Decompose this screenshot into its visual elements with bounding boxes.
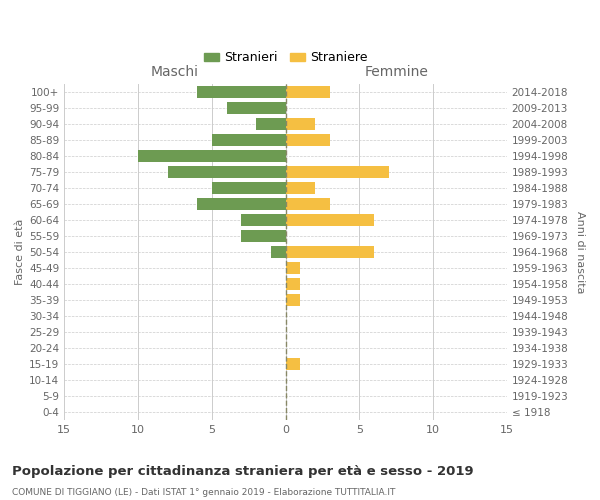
Bar xyxy=(197,198,286,210)
Bar xyxy=(197,86,286,98)
Bar xyxy=(227,102,286,114)
Bar xyxy=(212,182,286,194)
Bar xyxy=(286,118,315,130)
Bar xyxy=(212,134,286,146)
Bar xyxy=(286,246,374,258)
Bar xyxy=(286,214,374,226)
Bar xyxy=(271,246,286,258)
Bar xyxy=(286,278,300,290)
Legend: Stranieri, Straniere: Stranieri, Straniere xyxy=(199,46,372,70)
Text: COMUNE DI TIGGIANO (LE) - Dati ISTAT 1° gennaio 2019 - Elaborazione TUTTITALIA.I: COMUNE DI TIGGIANO (LE) - Dati ISTAT 1° … xyxy=(12,488,395,497)
Bar xyxy=(286,86,330,98)
Bar xyxy=(286,198,330,210)
Bar xyxy=(138,150,286,162)
Bar xyxy=(286,358,300,370)
Bar xyxy=(241,230,286,242)
Y-axis label: Anni di nascita: Anni di nascita xyxy=(575,210,585,293)
Bar xyxy=(241,214,286,226)
Bar xyxy=(286,182,315,194)
Bar xyxy=(286,294,300,306)
Bar xyxy=(286,166,389,178)
Y-axis label: Fasce di età: Fasce di età xyxy=(15,219,25,285)
Text: Popolazione per cittadinanza straniera per età e sesso - 2019: Popolazione per cittadinanza straniera p… xyxy=(12,465,473,478)
Bar xyxy=(167,166,286,178)
Bar xyxy=(256,118,286,130)
Bar xyxy=(286,134,330,146)
Bar xyxy=(286,262,300,274)
